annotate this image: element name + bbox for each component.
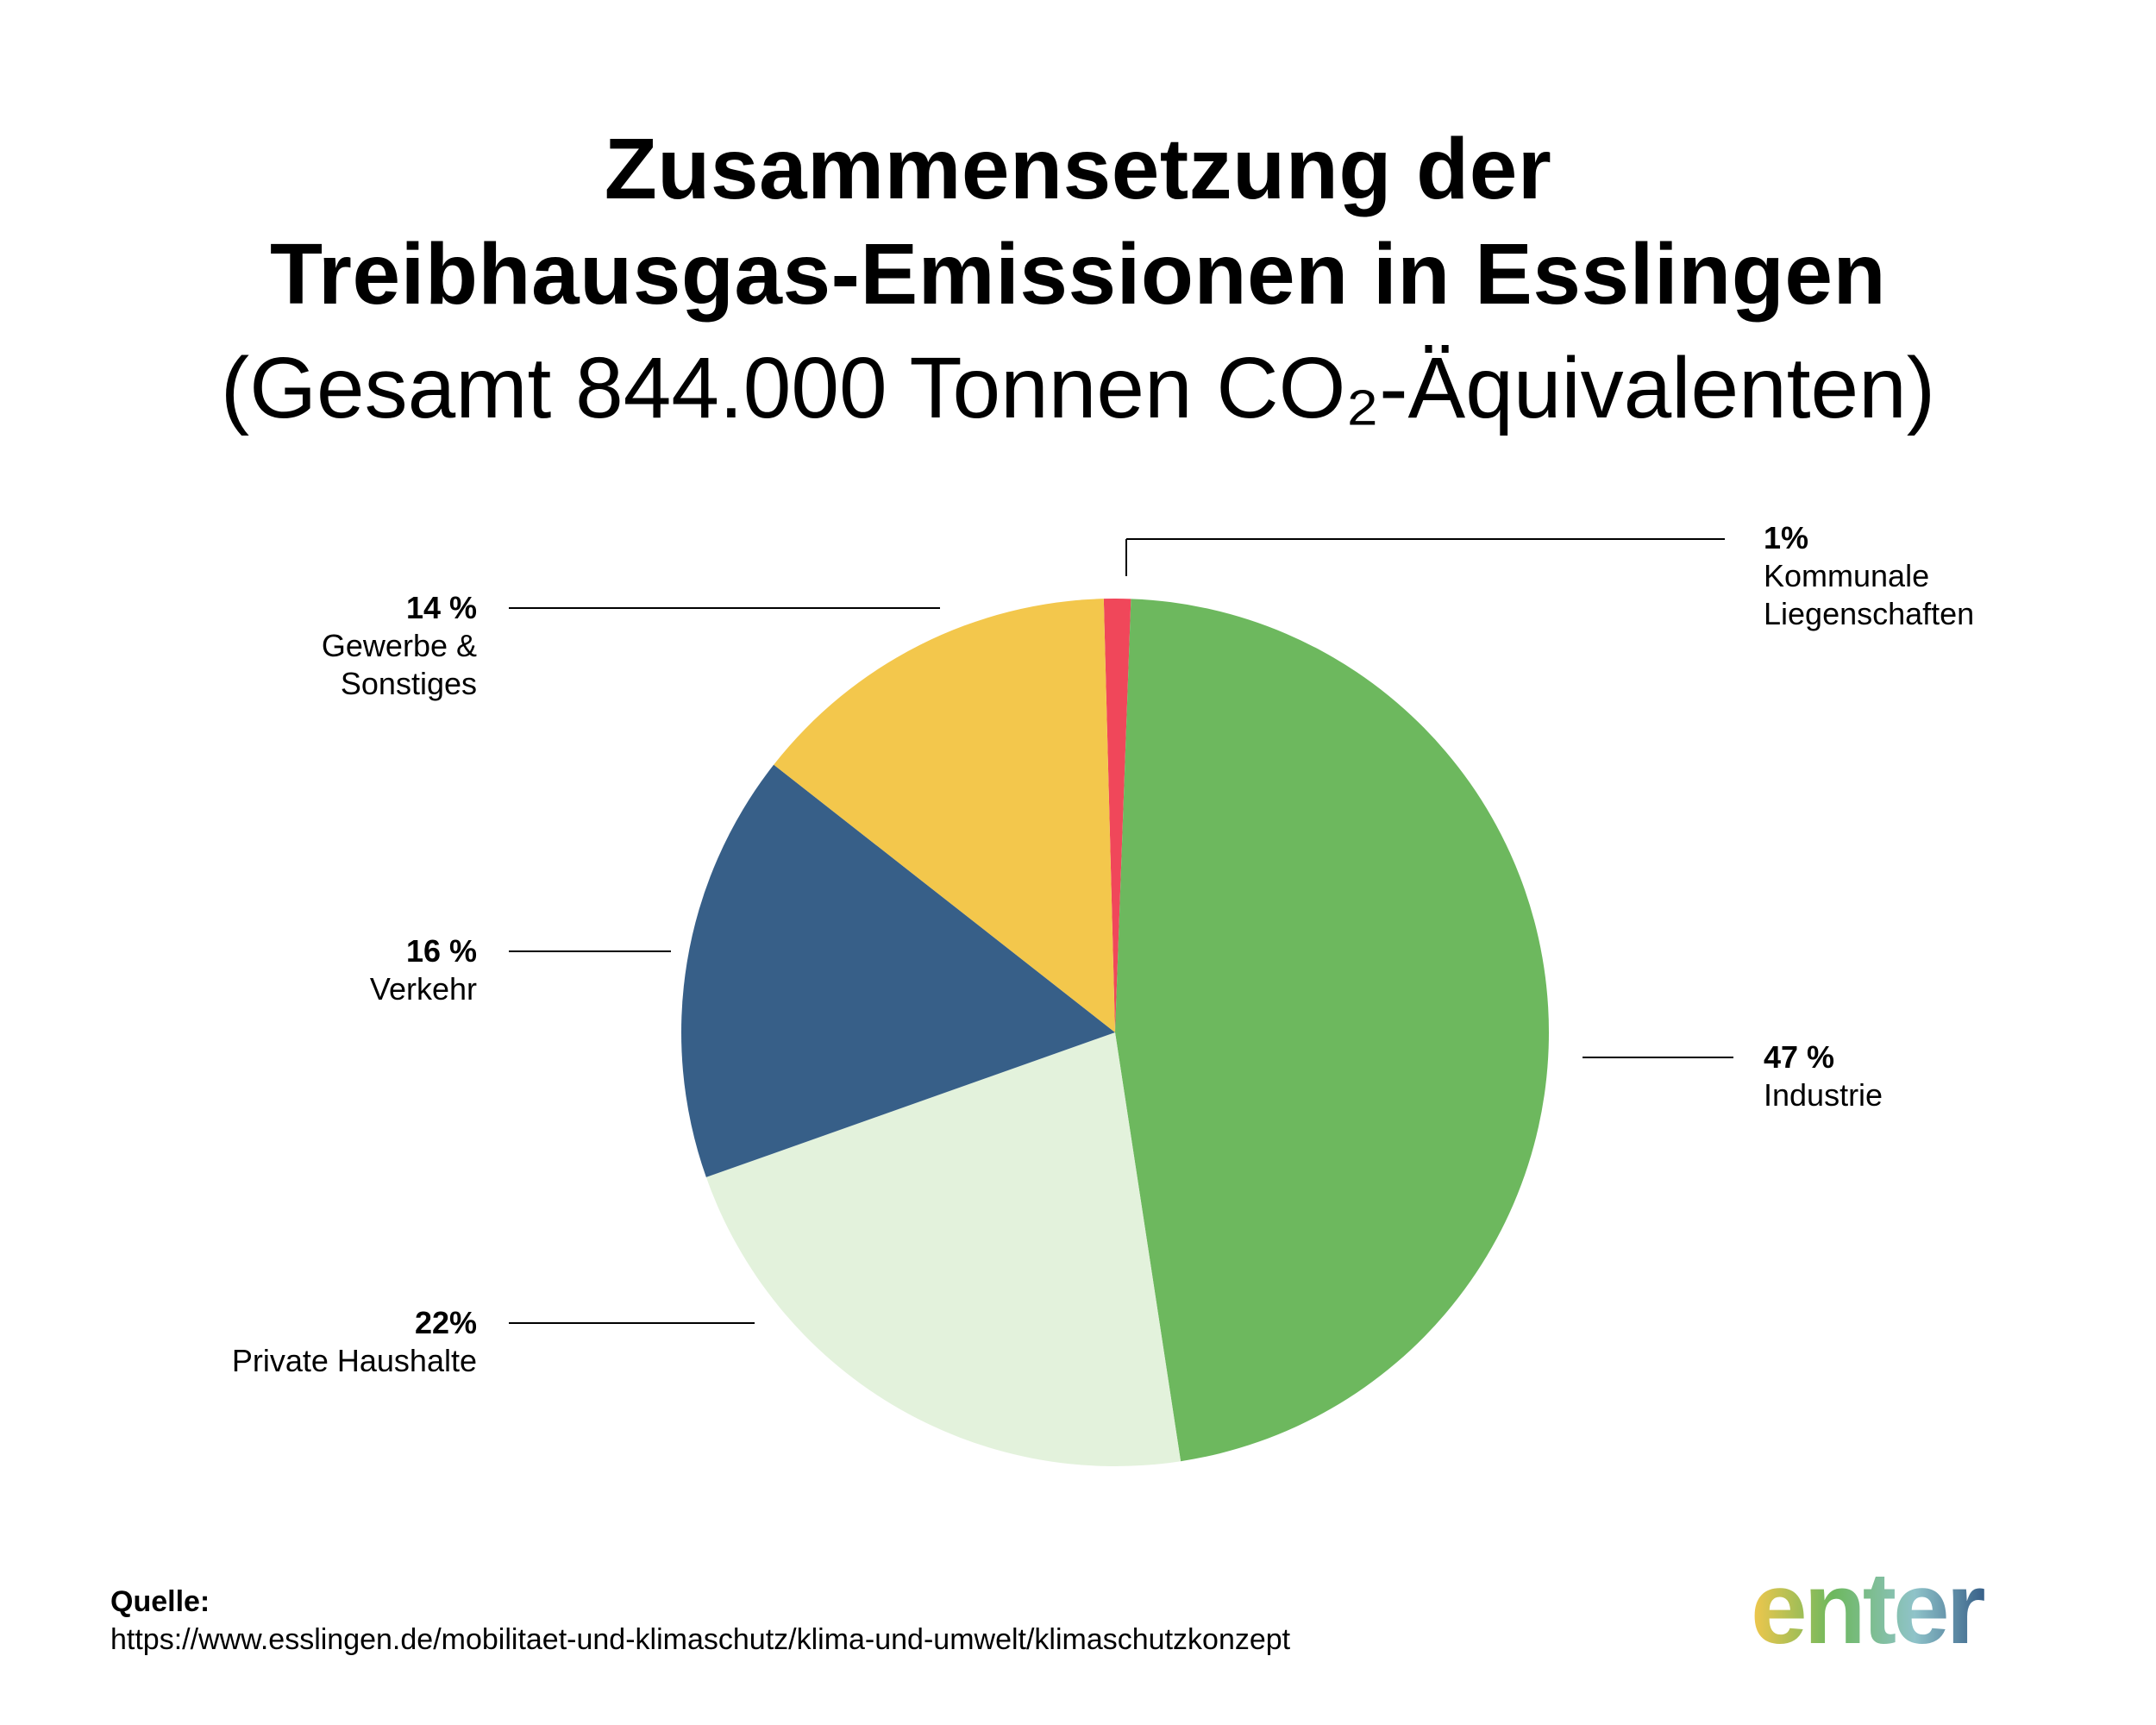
source-url: https://www.esslingen.de/mobilitaet-und-… [110, 1623, 1291, 1656]
pie-slices [680, 599, 1549, 1466]
label-category: Industrie [1764, 1077, 1883, 1113]
pie-slice-industrie [1115, 599, 1549, 1462]
label-category: Gewerbe & Sonstiges [321, 628, 477, 701]
title-line-1: Zusammensetzung der [604, 121, 1552, 217]
label-gewerbe-sonstiges: 14 % Gewerbe & Sonstiges [115, 589, 477, 703]
pie-slice-verkehr [680, 764, 1115, 1177]
logo-text: enter [1751, 1552, 1985, 1665]
chart-title: Zusammensetzung der Treibhausgas-Emissio… [0, 116, 2156, 327]
source-note: Quelle: https://www.esslingen.de/mobilit… [110, 1583, 1290, 1659]
label-value: 16 % [405, 933, 477, 969]
pie-slice-gewerbe-sonstiges [774, 599, 1115, 1032]
label-value: 47 % [1764, 1039, 1835, 1075]
title-line-2: Treibhausgas-Emissionen in Esslingen [269, 226, 1887, 323]
label-category: Private Haushalte [231, 1343, 477, 1378]
label-value: 14 % [405, 590, 477, 625]
pie-slice-kommunale-liegenschaften [1103, 599, 1131, 1032]
label-industrie: 47 % Industrie [1764, 1038, 2109, 1114]
label-value: 22% [414, 1305, 477, 1340]
chart-subtitle: (Gesamt 844.000 Tonnen CO₂-Äquivalenten) [220, 340, 1936, 436]
label-category: Kommunale Liegenschaften [1764, 558, 1975, 631]
label-kommunale-liegenschaften: 1% Kommunale Liegenschaften [1764, 519, 2109, 633]
enter-logo: enter [1751, 1552, 1989, 1665]
pie-slice-private-haushalte [705, 1032, 1181, 1466]
label-category: Verkehr [369, 971, 477, 1007]
label-private-haushalte: 22% Private Haushalte [115, 1304, 477, 1380]
source-title: Quelle: [110, 1585, 210, 1618]
label-value: 1% [1764, 520, 1809, 555]
label-verkehr: 16 % Verkehr [115, 932, 477, 1008]
